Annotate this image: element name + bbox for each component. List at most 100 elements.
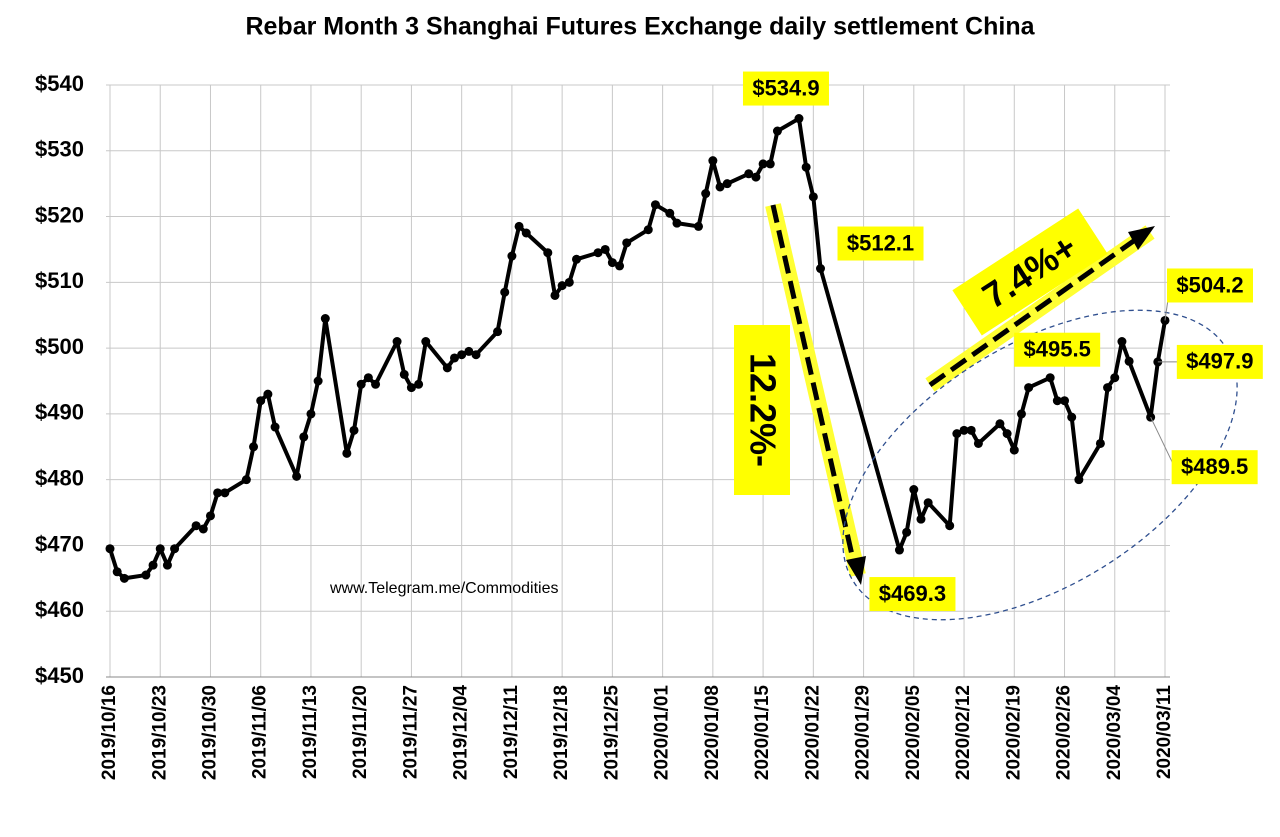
leader-line: [1150, 416, 1176, 468]
arrow-head: [1128, 226, 1155, 250]
data-point: [170, 544, 180, 554]
data-point: [493, 327, 503, 337]
data-label: $512.1: [847, 230, 914, 255]
data-point: [751, 172, 761, 182]
y-tick-label: $540: [35, 71, 84, 96]
data-point: [564, 277, 574, 287]
data-label: $495.5: [1024, 337, 1091, 362]
data-point: [1009, 445, 1019, 455]
x-tick-label: 2019/11/27: [400, 685, 421, 779]
data-point: [263, 389, 273, 399]
y-tick-label: $480: [35, 465, 84, 490]
x-tick-label: 2020/01/29: [853, 685, 874, 780]
label-box: [734, 325, 790, 495]
label-box: [869, 577, 956, 612]
data-point: [514, 221, 524, 231]
y-tick-label: $460: [35, 597, 84, 622]
data-point: [220, 488, 230, 498]
data-point: [119, 573, 129, 583]
data-point: [363, 373, 373, 383]
y-tick-label: $470: [35, 531, 84, 556]
data-point: [141, 570, 151, 580]
data-point: [1052, 396, 1062, 406]
x-tick-label: 2019/11/20: [350, 685, 371, 779]
data-point: [320, 314, 330, 324]
data-point: [306, 409, 316, 419]
y-tick-label: $490: [35, 400, 84, 425]
data-point: [959, 425, 969, 435]
data-point: [1095, 438, 1105, 448]
x-tick-label: 2020/01/08: [702, 685, 723, 780]
data-point: [916, 514, 926, 524]
data-point: [521, 228, 531, 238]
data-point: [801, 162, 811, 172]
data-point: [1103, 383, 1113, 393]
data-point: [571, 254, 581, 264]
data-point: [1002, 429, 1012, 439]
data-point: [722, 179, 732, 189]
data-point: [249, 442, 259, 452]
x-tick-label: 2019/12/04: [451, 685, 472, 781]
data-point: [1074, 475, 1084, 485]
x-tick-label: 2019/12/18: [551, 685, 572, 780]
data-point: [1016, 409, 1026, 419]
data-point: [205, 511, 215, 521]
data-point: [550, 290, 560, 300]
data-point: [600, 244, 610, 254]
data-point: [414, 379, 424, 389]
y-tick-label: $500: [35, 334, 84, 359]
data-point: [794, 114, 804, 124]
data-point: [213, 488, 223, 498]
data-point: [464, 346, 474, 356]
data-point: [270, 422, 280, 432]
data-point: [816, 264, 826, 274]
y-tick-label: $510: [35, 268, 84, 293]
data-point: [945, 521, 955, 531]
x-tick-label: 2020/01/15: [752, 685, 773, 781]
data-label: $534.9: [752, 75, 819, 100]
data-point: [1045, 373, 1055, 383]
x-tick-label: 2019/12/11: [501, 685, 522, 779]
data-point: [665, 208, 675, 218]
data-point: [672, 218, 682, 228]
x-tick-label: 2020/02/12: [953, 685, 974, 780]
arrow-head: [846, 556, 866, 585]
label-box: [1167, 268, 1253, 303]
data-point: [607, 258, 617, 268]
data-point: [744, 169, 754, 179]
chart-title: Rebar Month 3 Shanghai Futures Exchange …: [245, 13, 1035, 41]
data-label: $489.5: [1181, 454, 1248, 479]
label-box: [837, 226, 924, 261]
x-tick-label: 2020/01/22: [802, 685, 823, 780]
data-point: [299, 432, 309, 442]
data-point: [162, 560, 172, 570]
data-point: [622, 238, 632, 248]
data-point: [952, 429, 962, 439]
data-point: [313, 376, 323, 386]
x-tick-label: 2019/10/16: [99, 685, 120, 780]
data-point: [449, 353, 459, 363]
data-point: [765, 159, 775, 169]
data-point: [650, 200, 660, 210]
data-point: [543, 248, 553, 258]
data-point: [694, 221, 704, 231]
data-point: [349, 425, 359, 435]
data-point: [1067, 412, 1077, 422]
x-tick-label: 2020/02/05: [903, 685, 924, 781]
x-tick-label: 2020/02/19: [1003, 685, 1024, 780]
x-tick-label: 2020/03/11: [1154, 685, 1175, 779]
x-tick-label: 2020/03/04: [1104, 685, 1125, 781]
x-tick-label: 2019/12/25: [601, 685, 622, 781]
label-box: [1014, 332, 1101, 367]
data-point: [1124, 356, 1134, 366]
data-point: [923, 498, 933, 508]
data-point: [593, 248, 603, 258]
annotation: 12.2%-: [742, 353, 783, 467]
data-point: [241, 475, 251, 485]
plot-area: $450 $460 $470 $480 $490 $500 $510 $520 $530 $540…: [35, 71, 1175, 780]
data-point: [356, 379, 366, 389]
data-point: [198, 524, 208, 534]
data-point: [191, 521, 201, 531]
